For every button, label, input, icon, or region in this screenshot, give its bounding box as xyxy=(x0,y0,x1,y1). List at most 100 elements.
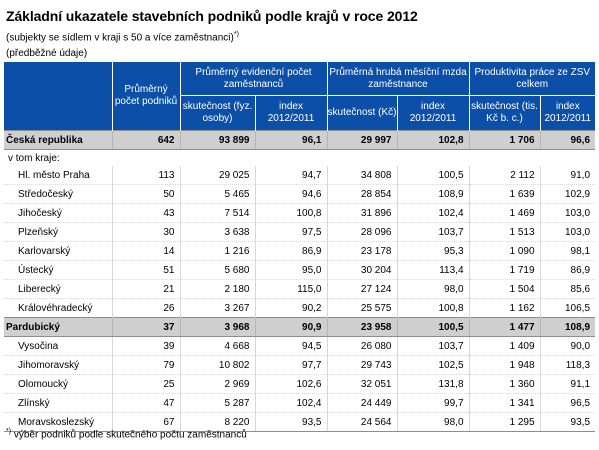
cell-productivity-actual: 1 295 xyxy=(468,412,541,432)
cell-enterprises: 50 xyxy=(111,184,180,204)
cell-employees-actual: 7 514 xyxy=(179,203,255,223)
cell-wage-actual: 25 575 xyxy=(326,298,397,318)
cell-wage-actual: 24 449 xyxy=(326,393,397,413)
row-name: Jihomoravský xyxy=(4,355,112,375)
cell-enterprises: 79 xyxy=(111,355,180,375)
cell-wage-actual: 27 124 xyxy=(326,279,397,299)
row-name: Liberecký xyxy=(4,279,112,299)
cell-wage-index: 108,9 xyxy=(396,184,470,204)
cell-employees-index: 90,2 xyxy=(254,298,327,318)
cell-employees-index: 100,8 xyxy=(254,203,327,223)
cell-productivity-actual: 1 719 xyxy=(468,260,541,280)
header-productivity-actual: skutečnost (tis. Kč b. c.) xyxy=(468,95,541,131)
footnote-mark: *) xyxy=(6,428,12,435)
cell-enterprises: 26 xyxy=(111,298,180,318)
footnote-text: výběr podniků podle skutečného počtu zam… xyxy=(13,429,247,441)
table-row-country: Česká republika 642 93 899 96,1 29 997 1… xyxy=(4,130,596,150)
cell-employees-index: 94,7 xyxy=(254,166,327,185)
table-row: Jihomoravský 79 10 802 97,7 29 743 102,5 1 948… xyxy=(4,355,596,375)
table-row: Hl. město Praha 113 29 025 94,7 34 808 100,5 2… xyxy=(4,166,596,185)
cell-productivity-index: 98,1 xyxy=(539,241,596,261)
cell-wage-actual: 29 743 xyxy=(326,355,397,375)
cell-productivity-actual: 1 409 xyxy=(468,336,541,356)
cell-wage-index: 99,7 xyxy=(396,393,470,413)
subtitle-footnote-mark: *) xyxy=(233,31,239,38)
cell-productivity-index: 91,1 xyxy=(539,374,596,394)
cell-enterprises: 67 xyxy=(111,412,180,432)
cell-employees-actual: 2 180 xyxy=(179,279,255,299)
table-row: Ústecký 51 5 680 95,0 30 204 113,4 1 719 86,9 xyxy=(4,260,596,280)
cell-productivity-actual: 2 112 xyxy=(468,166,541,185)
cell-wage-index: 102,5 xyxy=(396,355,470,375)
cell-productivity-actual: 1 504 xyxy=(468,279,541,299)
table-row: Královéhradecký 26 3 267 90,2 25 575 100,8 1 1… xyxy=(4,298,596,318)
row-name: Plzeňský xyxy=(4,222,112,242)
cell-wage-index: 131,8 xyxy=(396,374,470,394)
cell-productivity-actual: 1 477 xyxy=(468,317,541,337)
cell-enterprises: 113 xyxy=(111,166,180,185)
cell-productivity-actual: 1 341 xyxy=(468,393,541,413)
cell-productivity-index: 86,9 xyxy=(539,260,596,280)
data-table: Průměrný počet podniků Průměrný evidenčn… xyxy=(4,62,596,432)
cell-productivity-index: 85,6 xyxy=(539,279,596,299)
cell-wage-actual: 23 178 xyxy=(326,241,397,261)
header-corner xyxy=(4,62,112,131)
table-row: Karlovarský 14 1 216 86,9 23 178 95,3 1 090 98,… xyxy=(4,241,596,261)
footnote: *) výběr podniků podle skutečného počtu … xyxy=(6,428,247,440)
cell-enterprises: 39 xyxy=(111,336,180,356)
row-name: Jihočeský xyxy=(4,203,112,223)
cell-productivity-index: 103,0 xyxy=(539,203,596,223)
header-employees-group: Průměrný evidenční počet zaměstnanců xyxy=(179,62,327,96)
table-row: Pardubický 37 3 968 90,9 23 958 100,5 1 477 108… xyxy=(4,317,596,337)
cell-employees-actual: 2 969 xyxy=(179,374,255,394)
header-employees-index: index 2012/2011 xyxy=(254,95,327,131)
table-body: Česká republika 642 93 899 96,1 29 997 1… xyxy=(4,130,596,432)
cell-employees-actual: 5 465 xyxy=(179,184,255,204)
cell-wage-index: 102,8 xyxy=(396,130,470,150)
cell-employees-actual: 5 287 xyxy=(179,393,255,413)
cell-wage-index: 103,7 xyxy=(396,222,470,242)
cell-productivity-index: 96,6 xyxy=(539,130,596,150)
cell-wage-actual: 34 808 xyxy=(326,166,397,185)
cell-wage-index: 100,5 xyxy=(396,317,470,337)
header-wage-index: index 2012/2011 xyxy=(396,95,470,131)
cell-wage-index: 100,8 xyxy=(396,298,470,318)
cell-wage-actual: 24 564 xyxy=(326,412,397,432)
table-row: Jihočeský 43 7 514 100,8 31 896 102,4 1 469 103… xyxy=(4,203,596,223)
row-name: Česká republika xyxy=(4,130,112,150)
cell-employees-index: 95,0 xyxy=(254,260,327,280)
cell-employees-actual: 1 216 xyxy=(179,241,255,261)
cell-productivity-actual: 1 706 xyxy=(468,130,541,150)
cell-productivity-index: 118,3 xyxy=(539,355,596,375)
cell-wage-index: 100,5 xyxy=(396,166,470,185)
cell-employees-index: 96,1 xyxy=(254,130,327,150)
cell-employees-actual: 93 899 xyxy=(179,130,255,150)
row-name: Olomoucký xyxy=(4,374,112,394)
cell-employees-actual: 3 638 xyxy=(179,222,255,242)
cell-productivity-index: 90,0 xyxy=(539,336,596,356)
cell-productivity-actual: 1 948 xyxy=(468,355,541,375)
table-row-region-label: v tom kraje: xyxy=(4,150,595,167)
cell-productivity-actual: 1 360 xyxy=(468,374,541,394)
cell-employees-actual: 29 025 xyxy=(179,166,255,185)
row-name: Vysočina xyxy=(4,336,112,356)
header-enterprises: Průměrný počet podniků xyxy=(111,62,180,131)
cell-wage-actual: 31 896 xyxy=(326,203,397,223)
cell-productivity-actual: 1 469 xyxy=(468,203,541,223)
table-row: Olomoucký 25 2 969 102,6 32 051 131,8 1 360 91,… xyxy=(4,374,596,394)
cell-wage-actual: 28 096 xyxy=(326,222,397,242)
cell-employees-index: 90,9 xyxy=(254,317,327,337)
cell-employees-index: 93,5 xyxy=(254,412,327,432)
cell-productivity-index: 103,0 xyxy=(539,222,596,242)
table-row: Moravskoslezský 67 8 220 93,5 24 564 98,0 1 29… xyxy=(4,412,596,432)
table-header: Průměrný počet podniků Průměrný evidenčn… xyxy=(4,62,596,131)
row-name: Zlínský xyxy=(4,393,112,413)
cell-enterprises: 51 xyxy=(111,260,180,280)
cell-wage-actual: 23 958 xyxy=(326,317,397,337)
cell-employees-index: 86,9 xyxy=(254,241,327,261)
header-productivity-group: Produktivita práce ze ZSV celkem xyxy=(468,62,596,96)
cell-wage-index: 103,7 xyxy=(396,336,470,356)
cell-productivity-actual: 1 162 xyxy=(468,298,541,318)
cell-productivity-actual: 1 639 xyxy=(468,184,541,204)
cell-employees-index: 102,6 xyxy=(254,374,327,394)
